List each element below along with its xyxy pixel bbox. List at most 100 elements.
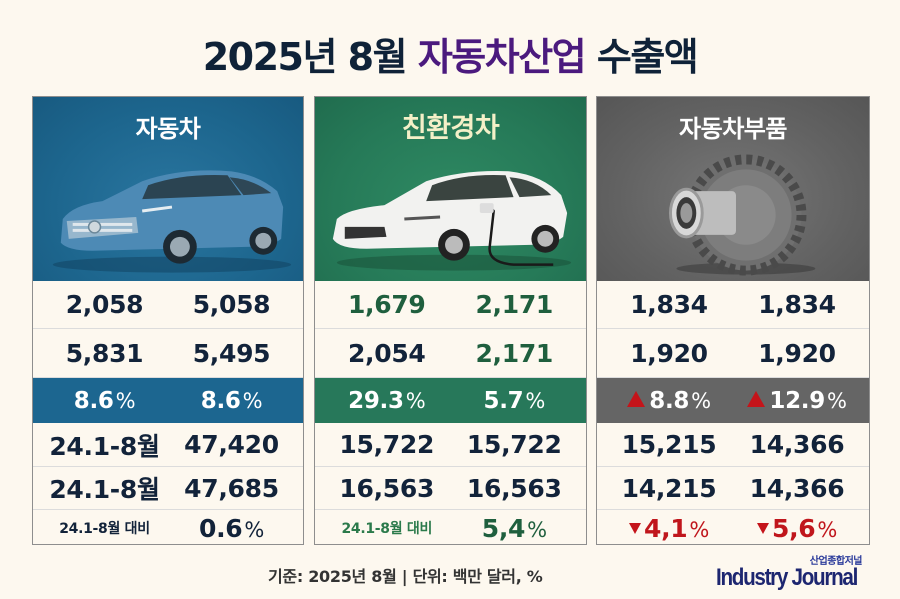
value-cell: 1,834 <box>630 290 708 319</box>
comparison-cell: 0.6% <box>168 514 303 543</box>
percent-unit: % <box>244 517 265 542</box>
percent-unit: % <box>689 517 710 542</box>
growth-value: 8.6 <box>73 387 114 414</box>
table-row: 2,058 5,058 <box>33 281 303 329</box>
value-cell: 15,722 <box>339 430 435 459</box>
comparison-cell: 5,4% <box>451 514 587 543</box>
growth-row: 8.8% 12.9% <box>597 378 869 423</box>
growth-cell: 8.8% <box>597 388 733 414</box>
data-table: 1,834 1,834 1,920 1,920 8.8% 12.9% 15,21… <box>597 281 869 546</box>
comparison-label: 24.1-8월 대비 <box>341 521 433 537</box>
logo-english: Industry Journal <box>716 564 858 591</box>
value-cell: 16,563 <box>339 473 435 503</box>
panel-auto-parts: 자동차부품 1,834 1,834 1,920 1,920 8.8% 12.9% <box>596 96 870 545</box>
value-cell: 1,834 <box>758 290 836 319</box>
table-row: 15,215 14,366 <box>597 423 869 467</box>
growth-row: 29.3% 5.7% <box>315 378 586 423</box>
panel-hero: 자동차 <box>33 97 303 281</box>
value-cell: 2,054 <box>347 338 426 368</box>
percent-unit: % <box>525 388 545 413</box>
source-note: 기준: 2025년 8월 | 단위: 백만 달러, % <box>268 567 543 586</box>
percent-unit: % <box>826 388 847 413</box>
table-row: 24.1-8월 대비 0.6% <box>33 510 303 546</box>
growth-value: 12.9 <box>769 387 825 414</box>
percent-unit: % <box>115 388 136 413</box>
table-row: 4,1% 5,6% <box>597 510 869 546</box>
table-row: 24.1-8월 대비 5,4% <box>315 510 586 546</box>
value-cell: 14,215 <box>621 473 717 503</box>
decline-value: 5,6 <box>771 513 816 543</box>
percent-unit: % <box>405 388 426 413</box>
table-row: 16,563 16,563 <box>315 467 586 510</box>
table-row: 5,831 5,495 <box>33 329 303 378</box>
title-accent: 자동차산업 <box>417 35 587 79</box>
growth-cell: 12.9% <box>733 388 869 414</box>
table-row: 1,679 2,171 <box>315 281 586 329</box>
triangle-down-icon <box>756 522 769 534</box>
percent-unit: % <box>817 517 838 542</box>
percent-unit: % <box>691 388 711 413</box>
value-cell: 47,685 <box>184 473 279 503</box>
growth-value: 5.7 <box>483 387 524 414</box>
period-label: 24.1-8월 <box>49 431 160 461</box>
growth-cell: 8.6% <box>33 388 168 414</box>
value-cell: 2,171 <box>475 290 554 319</box>
period-label: 24.1-8월 <box>49 475 160 504</box>
decline-value: 4,1 <box>643 513 688 543</box>
title-prefix: 2025년 8월 <box>202 35 418 79</box>
table-row: 14,215 14,366 <box>597 467 869 510</box>
white-ev-charging-icon <box>332 171 572 271</box>
growth-row: 8.6% 8.6% <box>33 378 303 423</box>
data-table: 1,679 2,171 2,054 2,171 29.3% 5.7% 15,72… <box>315 281 586 546</box>
decline-cell: 5,6% <box>733 514 869 543</box>
value-cell: 15,215 <box>621 430 717 459</box>
growth-cell: 8.6% <box>168 388 303 414</box>
panel-title: 친환경차 <box>401 113 500 144</box>
table-row: 1,834 1,834 <box>597 281 869 329</box>
value-cell: 14,366 <box>749 430 845 459</box>
value-cell: 5,831 <box>65 338 144 368</box>
panel-title: 자동차부품 <box>679 115 787 143</box>
panel-hero: 친환경차 <box>315 97 586 281</box>
growth-cell: 29.3% <box>315 388 451 414</box>
panel-title: 자동차 <box>135 115 201 143</box>
value-cell: 1,679 <box>347 290 426 319</box>
triangle-up-icon <box>627 390 646 407</box>
table-row: 2,054 2,171 <box>315 329 586 378</box>
triangle-down-icon <box>628 522 641 534</box>
table-row: 24.1-8월 47,420 <box>33 423 303 467</box>
percent-unit: % <box>242 388 263 413</box>
value-cell: 1,920 <box>758 338 836 368</box>
table-row: 15,722 15,722 <box>315 423 586 467</box>
value-cell: 5,058 <box>192 290 271 319</box>
table-row: 1,920 1,920 <box>597 329 869 378</box>
logo-korean: 산업종합저널 <box>809 556 863 567</box>
value-cell: 1,920 <box>630 338 708 368</box>
comparison-label: 24.1-8월 대비 <box>59 521 150 537</box>
value-cell: 47,420 <box>184 430 279 459</box>
data-table: 2,058 5,058 5,831 5,495 8.6% 8.6% 24.1-8… <box>33 281 303 546</box>
growth-value: 8.8 <box>649 387 690 414</box>
gear-icon <box>668 154 816 276</box>
table-row: 24.1-8월 47,685 <box>33 467 303 510</box>
title-suffix: 수출액 <box>585 35 699 79</box>
page-title: 2025년 8월 자동차산업 수출액 <box>0 26 900 81</box>
comparison-value: 0.6 <box>198 513 243 543</box>
triangle-up-icon <box>747 390 766 407</box>
percent-unit: % <box>527 517 547 542</box>
value-cell: 2,058 <box>65 290 144 319</box>
panel-automobile: 자동차 2,058 5,058 5,831 5,495 8.6% <box>32 96 304 545</box>
value-cell: 16,563 <box>466 473 562 503</box>
value-cell: 5,495 <box>192 338 271 368</box>
panel-hero: 자동차부품 <box>597 97 869 281</box>
blue-sedan-icon <box>52 170 292 273</box>
growth-value: 29.3 <box>348 387 404 414</box>
growth-cell: 5.7% <box>451 388 587 414</box>
decline-cell: 4,1% <box>597 514 733 543</box>
value-cell: 15,722 <box>466 430 562 459</box>
comparison-value: 5,4 <box>481 513 526 543</box>
growth-value: 8.6 <box>200 387 241 414</box>
panel-eco-friendly: 친환경차 1,679 2,171 2,054 2,171 29.3% 5.7% <box>314 96 587 545</box>
value-cell: 14,366 <box>749 473 845 503</box>
industry-journal-logo: 산업종합저널 Industry Journal <box>716 552 866 596</box>
